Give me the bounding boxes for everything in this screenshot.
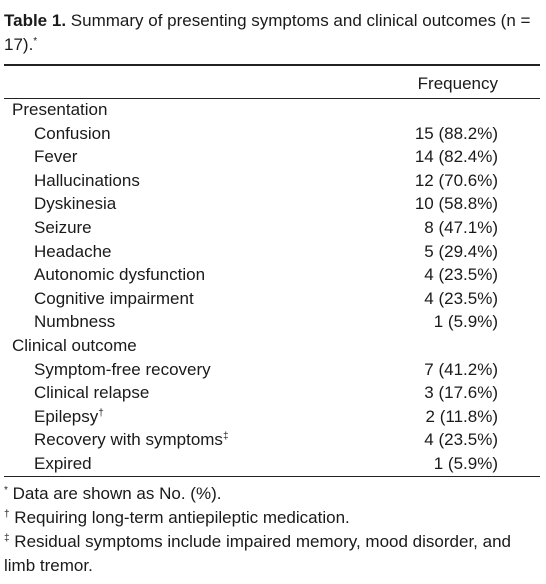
footnotes: * Data are shown as No. (%). † Requiring … (4, 482, 542, 578)
frequency: 12 (70.6%) (414, 170, 498, 190)
row-name: Hallucinations (34, 170, 140, 190)
footnote: † Requiring long-term antiepileptic medi… (4, 506, 542, 530)
row-label: Dyskinesia (34, 192, 116, 216)
row-name: Autonomic dysfunction (34, 265, 206, 285)
row-label: Fever (34, 145, 77, 169)
row-name: Cognitive impairment (34, 288, 194, 308)
frequency: 7 (41.2%) (424, 359, 498, 379)
frequency: 8 (47.1%) (424, 218, 498, 237)
footnote: * Data are shown as No. (%). (4, 482, 542, 506)
row-name: Symptom-free recovery (34, 359, 211, 379)
row-mark: ‡ (222, 431, 229, 443)
section-label: Presentation (12, 100, 108, 119)
footnote: ‡ Residual symptoms include impaired mem… (4, 530, 542, 578)
row-label: Autonomic dysfunction (34, 263, 205, 287)
bottom-rule (4, 476, 540, 477)
row-label: Clinical relapse (34, 381, 149, 405)
caption-label: Table 1. (4, 11, 67, 30)
row-label: Recovery with symptoms‡ (34, 428, 229, 452)
row-name: Numbness (34, 312, 116, 332)
frequency: 2 (11.8%) (425, 406, 498, 426)
row-label: Numbness (34, 310, 115, 334)
frequency: 1 (5.9%) (433, 454, 498, 473)
section-label: Clinical outcome (12, 336, 137, 355)
row-mark: † (98, 407, 104, 419)
row-label: Cognitive impairment (34, 287, 194, 311)
row-name: Fever (34, 147, 78, 167)
row-name: Expired (34, 454, 92, 473)
frequency: 4 (23.5%) (424, 288, 498, 308)
frequency: 3 (17.6%) (424, 383, 498, 403)
caption-mark: * (33, 36, 38, 47)
row-label: Headache (34, 240, 112, 264)
row-name: Headache (34, 241, 112, 261)
frequency: 10 (58.8%) (414, 194, 498, 214)
footnote-mark: ‡ (4, 533, 10, 544)
row-name: Recovery with symptoms (34, 430, 223, 450)
footnote-text: Data are shown as No. (%). (12, 484, 222, 503)
row-label: Expired (34, 452, 92, 476)
frequency: 4 (23.5%) (424, 430, 498, 450)
row-label: Hallucinations (34, 169, 140, 193)
footnote-mark: * (4, 485, 8, 496)
footnote-text: Residual symptoms include impaired memor… (4, 532, 511, 575)
top-rule (4, 64, 540, 66)
row-label: Symptom-free recovery (34, 358, 211, 382)
row-name: Confusion (34, 123, 111, 143)
row-label: Seizure (34, 216, 92, 240)
row-name: Seizure (34, 218, 92, 237)
frequency: 4 (23.5%) (424, 265, 498, 285)
footnote-mark: † (4, 509, 10, 520)
frequency: 1 (5.9%) (433, 312, 498, 332)
caption: Table 1. Summary of presenting symptoms … (4, 9, 542, 57)
header-rule (4, 98, 540, 99)
frequency: 5 (29.4%) (424, 241, 498, 261)
row-label: Epilepsy† (34, 405, 104, 429)
frequency: 15 (88.2%) (414, 123, 498, 143)
row-name: Epilepsy (34, 406, 99, 426)
row-label: Confusion (34, 122, 111, 146)
row-name: Dyskinesia (34, 194, 117, 214)
footnote-text: Requiring long-term antiepileptic medica… (14, 508, 350, 527)
row-name: Clinical relapse (34, 383, 150, 403)
column-header: Frequency (417, 74, 498, 93)
frequency: 14 (82.4%) (414, 147, 498, 167)
caption-text: Summary of presenting symptoms and clini… (4, 11, 531, 54)
